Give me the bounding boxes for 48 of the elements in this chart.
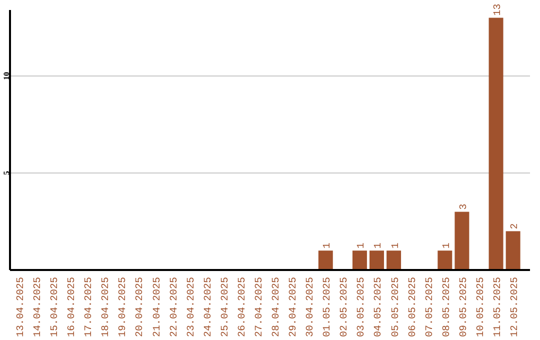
bar bbox=[488, 18, 504, 270]
x-tick-label: 11.05.2025 bbox=[493, 277, 504, 338]
x-tick-label: 26.04.2025 bbox=[237, 277, 248, 338]
x-tick-label: 24.04.2025 bbox=[203, 277, 214, 338]
data-label: 1 bbox=[374, 242, 385, 249]
data-label: 2 bbox=[510, 223, 522, 230]
y-tick-label: 5 bbox=[2, 170, 11, 175]
data-label: 1 bbox=[390, 242, 402, 249]
bar bbox=[386, 250, 402, 270]
x-tick-label: 10.05.2025 bbox=[476, 277, 487, 338]
x-tick-label: 30.04.2025 bbox=[306, 277, 317, 338]
x-tick-label: 14.04.2025 bbox=[32, 277, 44, 338]
x-tick-label: 12.05.2025 bbox=[510, 277, 522, 338]
bar bbox=[506, 231, 520, 270]
x-tick-label: 27.04.2025 bbox=[254, 277, 266, 338]
x-tick-label: 13.04.2025 bbox=[16, 277, 27, 338]
x-tick-label: 16.04.2025 bbox=[67, 277, 78, 338]
x-tick-label: 22.04.2025 bbox=[169, 277, 180, 338]
x-tick-label: 06.05.2025 bbox=[408, 277, 419, 338]
bar bbox=[438, 250, 452, 270]
bar bbox=[454, 212, 470, 270]
y-tick-label: 10 bbox=[2, 72, 11, 80]
x-tick-label: 19.04.2025 bbox=[118, 277, 130, 338]
data-label: 1 bbox=[442, 242, 453, 249]
x-tick-label: 05.05.2025 bbox=[390, 277, 402, 338]
x-tick-label: 23.04.2025 bbox=[186, 277, 198, 338]
x-tick-label: 29.04.2025 bbox=[288, 277, 300, 338]
x-tick-label: 07.05.2025 bbox=[424, 277, 436, 338]
x-tick-label: 17.04.2025 bbox=[84, 277, 96, 338]
bar bbox=[318, 250, 333, 270]
x-tick-label: 01.05.2025 bbox=[322, 277, 334, 338]
data-label: 1 bbox=[322, 242, 334, 249]
x-tick-label: 20.04.2025 bbox=[135, 277, 146, 338]
x-tick-label: 28.04.2025 bbox=[272, 277, 283, 338]
x-tick-label: 25.04.2025 bbox=[220, 277, 232, 338]
x-tick-label: 15.04.2025 bbox=[50, 277, 62, 338]
x-tick-label: 21.04.2025 bbox=[152, 277, 164, 338]
x-tick-label: 09.05.2025 bbox=[458, 277, 470, 338]
x-tick-label: 04.05.2025 bbox=[374, 277, 385, 338]
x-tick-label: 02.05.2025 bbox=[340, 277, 351, 338]
data-label: 13 bbox=[493, 4, 504, 16]
x-tick-label: 18.04.2025 bbox=[101, 277, 112, 338]
data-label: 3 bbox=[458, 204, 470, 210]
x-tick-label: 08.05.2025 bbox=[442, 277, 453, 338]
bar bbox=[370, 250, 384, 270]
data-label: 1 bbox=[356, 242, 368, 249]
x-tick-label: 03.05.2025 bbox=[356, 277, 368, 338]
bar bbox=[352, 250, 367, 270]
